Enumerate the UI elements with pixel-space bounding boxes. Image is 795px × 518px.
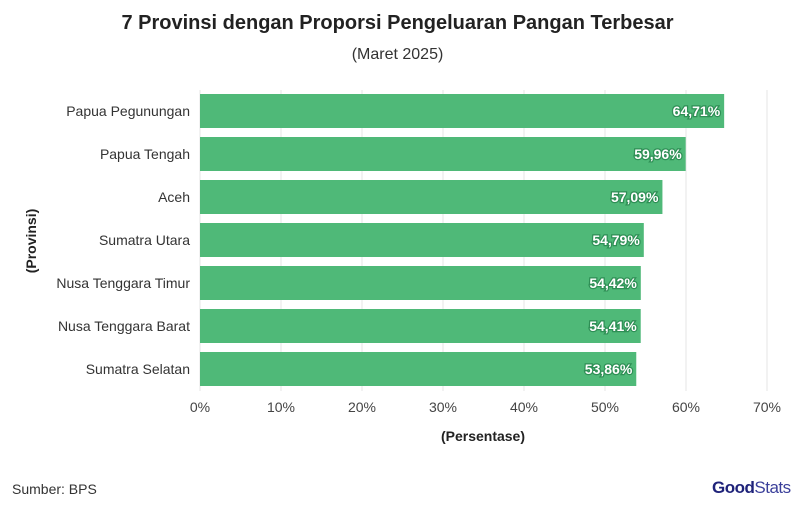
y-tick-label: Nusa Tenggara Timur	[56, 275, 190, 291]
y-tick-label: Papua Tengah	[100, 146, 190, 162]
x-tick-label: 30%	[429, 399, 457, 415]
data-label: 59,96%	[634, 146, 682, 162]
data-label: 54,42%	[589, 275, 637, 291]
bar	[200, 137, 686, 171]
logo-light: Stats	[754, 478, 791, 497]
chart-title: 7 Provinsi dengan Proporsi Pengeluaran P…	[121, 12, 674, 34]
data-label: 64,71%	[673, 103, 721, 119]
source-note: Sumber: BPS	[12, 481, 97, 497]
data-label: 53,86%	[585, 361, 633, 377]
chart-subtitle: (Maret 2025)	[351, 46, 444, 63]
x-tick-label: 10%	[267, 399, 295, 415]
bar	[200, 352, 637, 386]
y-tick-label: Sumatra Selatan	[86, 361, 190, 377]
x-tick-label: 60%	[672, 399, 700, 415]
bar	[200, 94, 725, 128]
y-tick-label: Nusa Tenggara Barat	[58, 318, 190, 334]
logo-bold: Good	[712, 478, 755, 497]
data-label: 54,79%	[592, 232, 640, 248]
bar	[200, 223, 644, 257]
x-tick-label: 40%	[510, 399, 538, 415]
x-tick-label: 20%	[348, 399, 376, 415]
y-axis-title: (Provinsi)	[23, 209, 39, 274]
data-label: 57,09%	[611, 189, 659, 205]
y-tick-label: Sumatra Utara	[99, 232, 190, 248]
goodstats-logo: GoodStats	[712, 478, 791, 498]
y-tick-label: Aceh	[158, 189, 190, 205]
x-tick-label: 50%	[591, 399, 619, 415]
bar	[200, 309, 641, 343]
data-label: 54,41%	[589, 318, 637, 334]
y-tick-label: Papua Pegunungan	[66, 103, 190, 119]
x-tick-label: 0%	[190, 399, 210, 415]
x-tick-label: 70%	[753, 399, 781, 415]
bar	[200, 180, 663, 214]
bar	[200, 266, 641, 300]
x-axis-title: (Persentase)	[441, 428, 525, 444]
